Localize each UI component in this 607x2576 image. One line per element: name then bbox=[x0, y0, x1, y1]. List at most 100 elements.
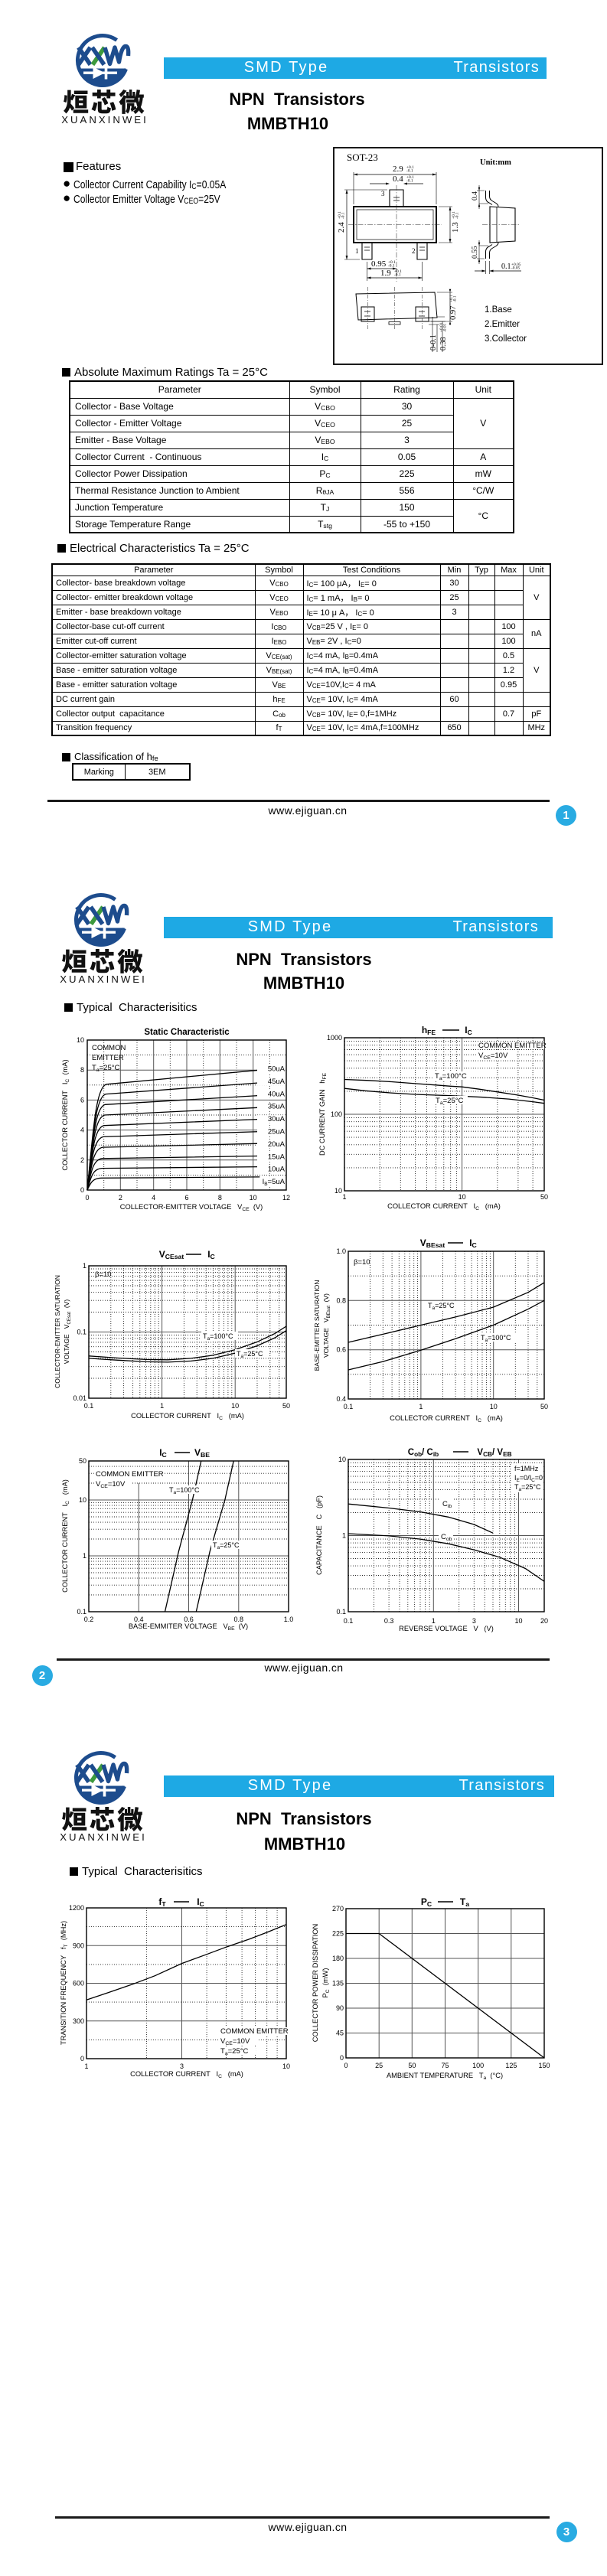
svg-text:3: 3 bbox=[472, 1617, 476, 1625]
svg-text:0.1: 0.1 bbox=[84, 1402, 94, 1410]
svg-text:0.4: 0.4 bbox=[134, 1616, 144, 1623]
svg-text:COMMON: COMMON bbox=[92, 1044, 126, 1052]
svg-text:10: 10 bbox=[282, 2062, 290, 2070]
svg-text:VOLTAGE VBEsat​ (V): VOLTAGE VBEsat​ (V) bbox=[322, 1293, 331, 1358]
svg-text:0.01: 0.01 bbox=[73, 1394, 86, 1402]
svg-text:-0.1: -0.1 bbox=[406, 169, 413, 174]
svg-text:0.8: 0.8 bbox=[336, 1296, 346, 1304]
svg-text:2.4: 2.4 bbox=[337, 222, 346, 233]
svg-text:1: 1 bbox=[342, 1193, 346, 1201]
svg-text:0.1: 0.1 bbox=[77, 1329, 86, 1336]
svg-text:0-0.1: 0-0.1 bbox=[429, 334, 438, 351]
svg-text:0.4: 0.4 bbox=[336, 1395, 346, 1403]
svg-text:IC​: IC​ bbox=[207, 1249, 215, 1260]
svg-text:10: 10 bbox=[459, 1193, 466, 1201]
svg-text:VBEsat​: VBEsat​ bbox=[420, 1237, 445, 1249]
svg-text:6: 6 bbox=[80, 1096, 84, 1104]
svg-text:+0.1: +0.1 bbox=[406, 165, 414, 170]
svg-text:VCE​=10V: VCE​=10V bbox=[478, 1052, 508, 1061]
svg-text:COMMON EMITTER: COMMON EMITTER bbox=[478, 1042, 547, 1050]
svg-text:0.1: 0.1 bbox=[344, 1403, 354, 1410]
svg-text:125: 125 bbox=[505, 2062, 517, 2069]
svg-text:1.0: 1.0 bbox=[284, 1616, 294, 1623]
svg-text:2.9: 2.9 bbox=[393, 165, 403, 174]
svg-text:XUANXINWEI: XUANXINWEI bbox=[60, 973, 147, 985]
svg-text:IC​: IC​ bbox=[197, 1896, 204, 1908]
svg-text:0.1: 0.1 bbox=[336, 1608, 346, 1616]
svg-text:2: 2 bbox=[412, 247, 416, 255]
svg-text:0.3: 0.3 bbox=[384, 1617, 394, 1625]
svg-text:135: 135 bbox=[332, 1980, 344, 1987]
svg-text:Ta​=100°C: Ta​=100°C bbox=[203, 1332, 233, 1342]
svg-text:CAPACITANCE C (pF): CAPACITANCE C (pF) bbox=[315, 1495, 323, 1575]
svg-text:0.4: 0.4 bbox=[393, 174, 403, 184]
svg-text:β=10: β=10 bbox=[95, 1270, 112, 1279]
svg-text:-0.1: -0.1 bbox=[341, 212, 346, 219]
svg-text:SOT-23: SOT-23 bbox=[347, 152, 378, 163]
svg-text:0.1: 0.1 bbox=[77, 1608, 86, 1616]
svg-text:1.3: 1.3 bbox=[451, 222, 460, 233]
svg-text:3: 3 bbox=[381, 190, 385, 197]
svg-text:+0.1: +0.1 bbox=[338, 211, 342, 219]
svg-text:0.2: 0.2 bbox=[84, 1616, 94, 1623]
svg-text:PC​ (mW): PC​ (mW) bbox=[321, 1968, 331, 1998]
svg-text:50uA: 50uA bbox=[268, 1065, 286, 1074]
svg-text:270: 270 bbox=[332, 1905, 344, 1912]
svg-text:VBE​: VBE​ bbox=[194, 1447, 210, 1459]
svg-text:Ta​=100°C: Ta​=100°C bbox=[481, 1334, 511, 1343]
svg-text:4: 4 bbox=[152, 1194, 155, 1202]
svg-text:1: 1 bbox=[160, 1402, 164, 1410]
svg-text:20: 20 bbox=[540, 1617, 548, 1625]
svg-text:0.1: 0.1 bbox=[344, 1617, 354, 1625]
svg-text:10: 10 bbox=[77, 1036, 84, 1044]
svg-text:COMMON EMITTER: COMMON EMITTER bbox=[220, 2027, 289, 2036]
svg-text:0: 0 bbox=[340, 2054, 344, 2062]
svg-text:+0.01: +0.01 bbox=[439, 322, 444, 332]
svg-text:Static Characteristic: Static Characteristic bbox=[144, 1028, 230, 1037]
svg-text:-0.1: -0.1 bbox=[453, 295, 458, 302]
svg-text:10: 10 bbox=[335, 1187, 342, 1195]
svg-text:REVERSE VOLTAGE V (V): REVERSE VOLTAGE V (V) bbox=[399, 1625, 494, 1632]
svg-text:300: 300 bbox=[73, 2017, 84, 2025]
svg-text:-0.1: -0.1 bbox=[406, 179, 413, 184]
svg-text:-0.01: -0.01 bbox=[443, 323, 448, 332]
svg-text:-0.05: -0.05 bbox=[511, 266, 521, 271]
svg-text:40uA: 40uA bbox=[268, 1090, 286, 1098]
svg-text:50: 50 bbox=[540, 1403, 548, 1410]
svg-text:+0.1: +0.1 bbox=[449, 295, 454, 302]
svg-text:0: 0 bbox=[80, 2055, 84, 2062]
svg-text:-0.1: -0.1 bbox=[455, 212, 460, 219]
svg-text:8: 8 bbox=[218, 1194, 222, 1202]
svg-text:VCB​/ VEB​: VCB​/ VEB​ bbox=[477, 1448, 511, 1458]
svg-text:6: 6 bbox=[184, 1194, 188, 1202]
svg-text:COLLECTOR CURRENT IC​ (mA): COLLECTOR CURRENT IC​ (mA) bbox=[390, 1414, 503, 1423]
svg-text:0: 0 bbox=[80, 1186, 84, 1194]
svg-text:0.6: 0.6 bbox=[184, 1616, 194, 1623]
svg-text:12: 12 bbox=[282, 1194, 290, 1202]
svg-text:1: 1 bbox=[419, 1403, 423, 1410]
svg-text:0.55: 0.55 bbox=[472, 246, 479, 259]
svg-text:50: 50 bbox=[79, 1457, 86, 1465]
svg-text:Ta​=100°C: Ta​=100°C bbox=[169, 1486, 200, 1495]
svg-text:45uA: 45uA bbox=[268, 1078, 286, 1086]
svg-text:100: 100 bbox=[331, 1110, 342, 1118]
svg-text:50: 50 bbox=[408, 2062, 416, 2069]
svg-text:COMMON EMITTER: COMMON EMITTER bbox=[96, 1470, 164, 1479]
svg-text:Ta​=25°C: Ta​=25°C bbox=[237, 1350, 263, 1359]
svg-text:Ta​=100°C: Ta​=100°C bbox=[435, 1072, 467, 1081]
svg-text:10: 10 bbox=[79, 1496, 86, 1504]
svg-text:225: 225 bbox=[332, 1930, 344, 1938]
svg-text:EMITTER: EMITTER bbox=[92, 1054, 124, 1062]
svg-text:TRANSITION FREQUENCY fT​ (M: TRANSITION FREQUENCY fT​ (MHz) bbox=[60, 1921, 69, 2045]
svg-text:VOLTAGE VCEsat​ (V): VOLTAGE VCEsat​ (V) bbox=[63, 1299, 72, 1365]
svg-text:COLLECTOR POWER DISSIPATION: COLLECTOR POWER DISSIPATION bbox=[312, 1924, 319, 2042]
svg-text:f=1MHz: f=1MHz bbox=[514, 1465, 539, 1472]
svg-text:+0.1: +0.1 bbox=[406, 175, 414, 180]
svg-text:1.0: 1.0 bbox=[336, 1247, 346, 1255]
svg-text:Unit:mm: Unit:mm bbox=[480, 158, 511, 167]
svg-text:XUANXINWEI: XUANXINWEI bbox=[60, 1831, 147, 1843]
svg-text:Ta​=25°C: Ta​=25°C bbox=[428, 1302, 455, 1311]
svg-text:4: 4 bbox=[80, 1127, 84, 1134]
svg-text:VCE​=10V: VCE​=10V bbox=[220, 2037, 250, 2046]
svg-text:2: 2 bbox=[80, 1156, 84, 1164]
